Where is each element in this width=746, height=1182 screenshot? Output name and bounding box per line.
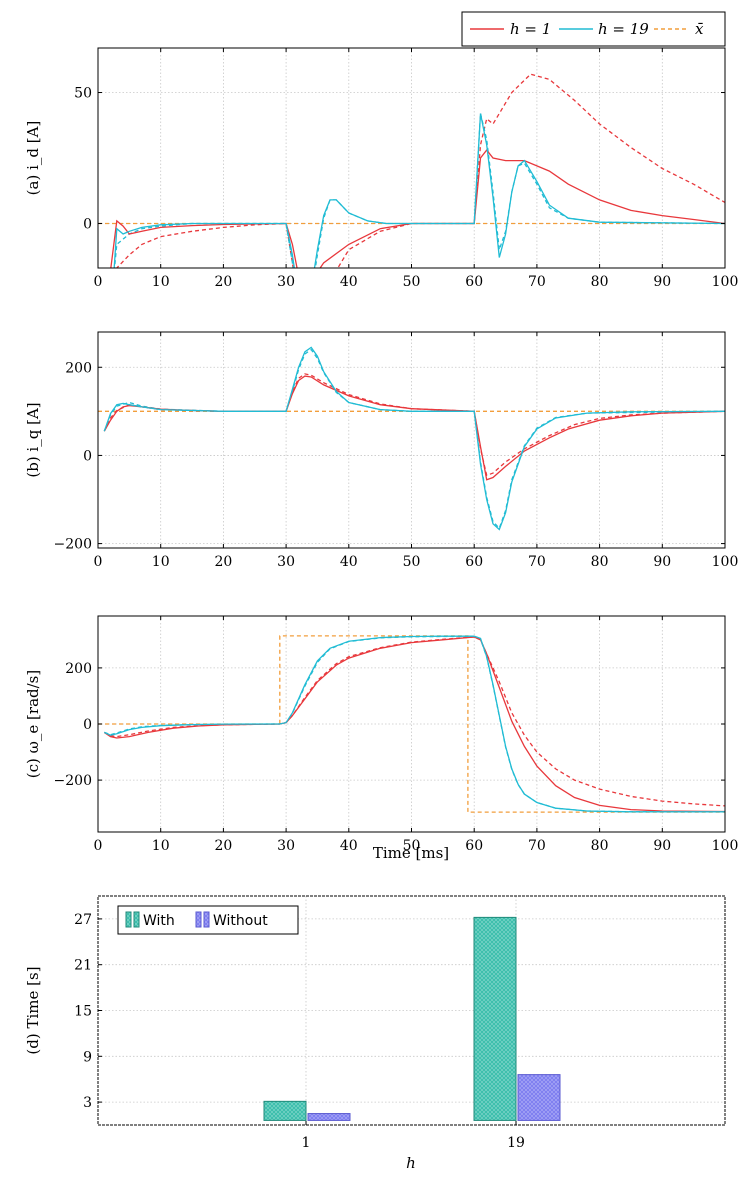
grid <box>97 332 726 548</box>
bar <box>473 916 517 1121</box>
x-tick-label: 60 <box>465 838 483 854</box>
x-tick-label: 90 <box>653 838 671 854</box>
legend-swatch <box>125 911 132 928</box>
legend-swatch <box>133 911 140 928</box>
y-tick-label: 50 <box>74 86 92 102</box>
y-tick-label: −200 <box>54 773 92 789</box>
y-axis-label: (c) ω_e [rad/s] <box>24 670 42 778</box>
series-line <box>113 113 725 268</box>
x-tick-label: 50 <box>403 274 421 290</box>
legend-label: h = 1 <box>510 20 551 38</box>
bar <box>517 1074 561 1121</box>
y-axis-label: (b) i_q [A] <box>24 402 42 477</box>
series-line <box>103 636 725 807</box>
x-tick-label: 20 <box>214 274 232 290</box>
x-tick-label: 80 <box>591 838 609 854</box>
y-tick-label: 9 <box>83 1049 92 1065</box>
x-axis-label: h <box>406 1154 416 1172</box>
legend-label: Without <box>213 913 268 929</box>
y-tick-label: 200 <box>65 360 92 376</box>
x-tick-label: 0 <box>94 274 103 290</box>
x-tick-label: 50 <box>403 838 421 854</box>
x-axis-label: Time [ms] <box>373 844 449 862</box>
bar <box>263 1100 307 1121</box>
legend-label: x̄ <box>695 20 704 38</box>
x-tick-label: 40 <box>340 274 358 290</box>
x-tick-label: 30 <box>277 274 295 290</box>
bar-panel: 3 9 15 21 27 1 19 (d) Time [s] h With Without <box>24 895 726 1172</box>
x-tick-label: 60 <box>465 274 483 290</box>
x-tick-label: 10 <box>152 838 170 854</box>
x-tick-label: 20 <box>214 838 232 854</box>
x-tick-label: 70 <box>528 838 546 854</box>
y-axis-label: (d) Time [s] <box>24 966 42 1054</box>
line-panel-2: 0 10 20 30 40 50 60 70 80 90 100 −200 0 200 (c) ω_e [r… <box>24 615 739 854</box>
bar-legend: With Without <box>117 905 299 935</box>
x-tick-label: 80 <box>591 554 609 570</box>
x-tick-label: 100 <box>712 838 739 854</box>
line-panel-0: 0 10 20 30 40 50 60 70 80 90 100 0 50 (a) i_d [A] <box>24 47 739 290</box>
x-tick-label: 30 <box>277 838 295 854</box>
grid <box>97 48 726 268</box>
series-line <box>104 635 725 813</box>
x-tick-label: 100 <box>712 274 739 290</box>
bar <box>307 1113 351 1121</box>
legend: h = 1 h = 19 x̄ <box>461 11 726 47</box>
y-axis-label: (a) i_d [A] <box>24 121 42 196</box>
y-tick-label: −200 <box>54 537 92 553</box>
y-tick-label: 0 <box>83 448 92 464</box>
series-line <box>103 348 725 530</box>
x-tick-label: 70 <box>528 554 546 570</box>
series-line <box>103 375 725 481</box>
y-tick-label: 0 <box>83 717 92 733</box>
x-tick-label: 80 <box>591 274 609 290</box>
x-tick-label: 40 <box>340 554 358 570</box>
x-tick-label: 19 <box>507 1135 525 1151</box>
x-tick-label: 70 <box>528 274 546 290</box>
series-line <box>110 149 725 268</box>
y-tick-label: 21 <box>74 958 92 974</box>
x-tick-label: 60 <box>465 554 483 570</box>
y-tick-label: 3 <box>83 1095 92 1111</box>
y-tick-label: 200 <box>65 661 92 677</box>
series-line <box>103 373 725 477</box>
x-tick-label: 10 <box>152 554 170 570</box>
x-tick-label: 10 <box>152 274 170 290</box>
x-tick-label: 0 <box>94 554 103 570</box>
y-tick-label: 27 <box>74 912 92 928</box>
series-line <box>116 73 725 268</box>
legend-box <box>461 11 726 47</box>
x-tick-label: 0 <box>94 838 103 854</box>
x-tick-label: 40 <box>340 838 358 854</box>
legend-swatch <box>195 911 202 928</box>
x-tick-label: 100 <box>712 554 739 570</box>
legend-label: h = 19 <box>598 20 649 38</box>
x-tick-label: 90 <box>653 554 671 570</box>
x-tick-label: 90 <box>653 274 671 290</box>
x-tick-label: 20 <box>214 554 232 570</box>
x-tick-label: 1 <box>302 1135 311 1151</box>
series-line <box>103 636 725 813</box>
series-line <box>103 346 725 531</box>
x-tick-label: 50 <box>403 554 421 570</box>
y-tick-label: 0 <box>83 216 92 232</box>
y-tick-label: 15 <box>74 1004 92 1020</box>
legend-swatch <box>203 911 210 928</box>
legend-label: With <box>143 913 175 929</box>
x-tick-label: 30 <box>277 554 295 570</box>
